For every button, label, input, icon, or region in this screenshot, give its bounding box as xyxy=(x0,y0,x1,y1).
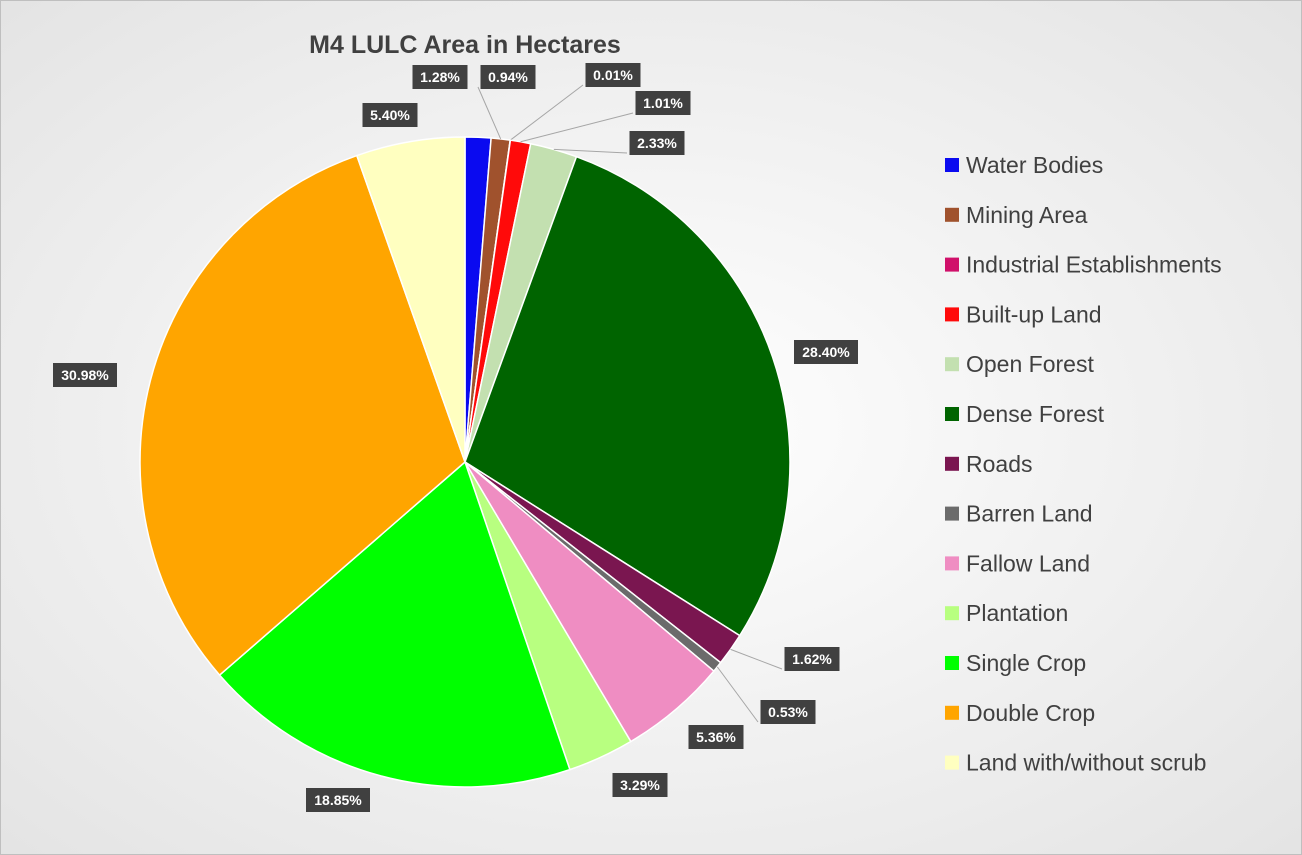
legend-swatch xyxy=(945,307,959,322)
label-box xyxy=(585,63,641,87)
legend-label: Roads xyxy=(966,451,1032,477)
legend-swatch xyxy=(945,705,959,720)
label-box xyxy=(362,103,418,127)
legend-label: Plantation xyxy=(966,600,1068,626)
label-box xyxy=(53,363,117,387)
data-label: 1.01% xyxy=(643,95,683,111)
data-label: 2.33% xyxy=(637,135,677,151)
pie-slice xyxy=(464,155,791,637)
legend-swatch xyxy=(945,407,959,421)
data-label: 1.62% xyxy=(792,651,832,667)
data-label: 28.40% xyxy=(802,344,850,360)
data-label: 18.85% xyxy=(314,792,362,808)
leader-line xyxy=(716,666,759,723)
legend-swatch xyxy=(945,556,959,571)
data-label: 30.98% xyxy=(61,367,109,383)
legend-label: Dense Forest xyxy=(966,401,1105,427)
data-label: 5.36% xyxy=(696,729,736,745)
pie-slice xyxy=(139,154,466,677)
legend-label: Mining Area xyxy=(966,202,1088,228)
label-box xyxy=(688,725,744,749)
leader-line xyxy=(730,648,783,670)
legend-label: Water Bodies xyxy=(966,152,1103,178)
data-label: 3.29% xyxy=(620,777,660,793)
legend-swatch xyxy=(945,207,959,222)
legend-swatch xyxy=(945,606,959,621)
legend-swatch xyxy=(945,506,959,521)
label-box xyxy=(412,65,468,89)
legend-label: Industrial Establishments xyxy=(966,252,1222,278)
legend-label: Barren Land xyxy=(966,501,1093,527)
leader-line xyxy=(553,148,628,154)
legend-label: Single Crop xyxy=(966,650,1086,676)
pie-slice xyxy=(218,460,571,788)
legend-label: Open Forest xyxy=(966,351,1094,377)
label-box xyxy=(760,700,816,724)
label-box xyxy=(784,647,840,671)
legend-swatch xyxy=(945,755,959,770)
data-label: 0.53% xyxy=(768,704,808,720)
label-box xyxy=(629,131,685,155)
legend-label: Built-up Land xyxy=(966,301,1102,327)
data-label: 0.94% xyxy=(488,69,528,85)
legend-swatch xyxy=(945,257,959,272)
legend-swatch xyxy=(945,158,959,172)
label-box xyxy=(612,773,668,797)
legend-label: Fallow Land xyxy=(966,550,1090,576)
label-box xyxy=(306,788,370,812)
pie-slice xyxy=(355,136,466,463)
label-box xyxy=(480,65,536,89)
chart-title: M4 LULC Area in Hectares xyxy=(309,31,621,59)
legend-label: Land with/without scrub xyxy=(966,750,1206,776)
legend-swatch xyxy=(945,656,959,670)
legend-swatch xyxy=(945,456,959,471)
legend-label: Double Crop xyxy=(966,700,1095,726)
legend-swatch xyxy=(945,357,959,372)
label-box xyxy=(635,91,691,115)
leader-line xyxy=(509,84,584,141)
leader-line xyxy=(477,86,502,140)
data-label: 1.28% xyxy=(420,69,460,85)
label-box xyxy=(794,340,858,364)
data-label: 0.01% xyxy=(593,67,633,83)
leader-line xyxy=(520,112,634,143)
data-label: 5.40% xyxy=(370,107,410,123)
